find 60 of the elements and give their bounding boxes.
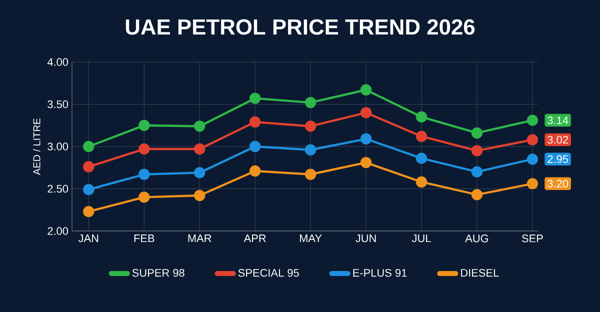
point: [194, 167, 206, 178]
x-tick-label: JUN: [356, 234, 376, 242]
chart-title: UAE PETROL PRICE TREND 2026: [126, 19, 475, 35]
point: [416, 130, 428, 142]
x-tick-label: MAR: [188, 234, 212, 242]
text: 3.14: [548, 116, 568, 124]
point: [526, 114, 538, 126]
y-tick-label: 2.00: [48, 227, 68, 235]
point: [526, 178, 538, 190]
point: [304, 168, 316, 180]
x-tick-label: JAN: [78, 234, 98, 242]
point: [249, 92, 261, 104]
point: [138, 143, 150, 155]
point: [138, 168, 150, 180]
x-tick-label: FEB: [134, 234, 154, 242]
y-axis-title: AED / LITRE: [33, 118, 40, 175]
point: [249, 116, 261, 128]
point: [304, 96, 316, 108]
point: [83, 161, 94, 172]
point: [83, 184, 94, 196]
legend-label: DIESEL: [461, 268, 499, 277]
point: [304, 144, 316, 156]
point: [304, 120, 316, 132]
point: [138, 120, 150, 131]
x-tick-label: AUG: [465, 234, 488, 242]
point: [360, 156, 372, 168]
point: [526, 154, 538, 165]
y-tick-label: 4.00: [47, 58, 68, 66]
x-tick-label: MAY: [300, 234, 322, 242]
point: [249, 140, 261, 152]
y-tick-label: 3.50: [48, 100, 68, 108]
point: [360, 133, 372, 144]
point: [360, 107, 372, 118]
point: [471, 127, 483, 139]
legend-label: E-PLUS 91: [353, 268, 407, 277]
point: [416, 111, 428, 123]
y-tick-label: 2.50: [48, 184, 68, 193]
point: [471, 189, 483, 200]
point: [416, 176, 428, 188]
point: [194, 143, 206, 155]
point: [138, 192, 150, 203]
point: [471, 166, 483, 178]
point: [83, 140, 94, 152]
point: [249, 165, 261, 177]
point: [416, 152, 428, 164]
point: [526, 134, 538, 146]
point: [194, 120, 206, 132]
point: [360, 84, 372, 96]
x-tick-label: APR: [244, 234, 266, 242]
point: [83, 206, 94, 218]
legend-label: SPECIAL 95: [238, 268, 299, 277]
legend-label: SUPER 98: [132, 268, 184, 277]
text: 3.02: [548, 136, 568, 144]
point: [471, 145, 483, 156]
text: 2.95: [548, 155, 568, 164]
x-tick-label: JUL: [412, 234, 431, 242]
point: [194, 190, 206, 202]
y-tick-label: 3.00: [48, 142, 68, 150]
text: 3.20: [548, 180, 568, 188]
x-tick-label: SEP: [522, 234, 543, 242]
